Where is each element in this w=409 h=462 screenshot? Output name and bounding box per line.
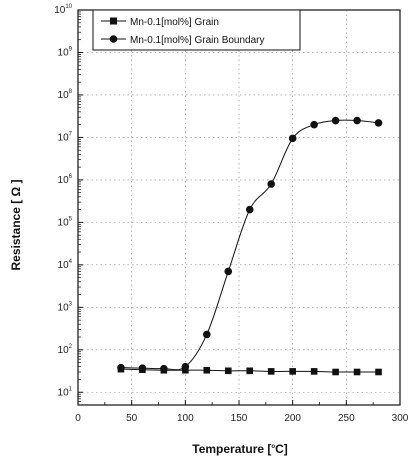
data-point-grain — [332, 368, 339, 376]
legend-label-grain: Mn-0.1[mol%] Grain — [130, 17, 219, 28]
y-tick-label: 105 — [58, 216, 73, 228]
data-point-boundary — [245, 205, 254, 214]
x-tick-label: 0 — [75, 413, 81, 424]
data-point-grain — [375, 368, 382, 376]
ticks: 0 50 100 150 200 250 300 101 102 103 104 105 106 107 1… — [54, 4, 409, 424]
legend: Mn-0.1[mol%] Grain Mn-0.1[mol%] Grain Bo… — [92, 9, 301, 51]
x-tick-label: 50 — [126, 413, 138, 424]
data-point-boundary — [224, 267, 233, 276]
data-point-grain — [224, 367, 232, 375]
data-point-boundary — [288, 134, 297, 143]
curves — [120, 119, 379, 373]
data-point-boundary — [374, 119, 383, 127]
data-point-grain — [267, 368, 275, 375]
y-tick-label: 109 — [58, 46, 73, 58]
data-point-grain — [246, 367, 254, 375]
x-axis-label: Temperature [oC] — [192, 442, 287, 456]
grid — [78, 10, 400, 405]
y-tick-label: 107 — [58, 131, 73, 143]
y-axis-label: Resistance [ Ω ] — [9, 180, 23, 271]
legend-box — [92, 9, 301, 51]
data-point-boundary — [181, 362, 190, 371]
x-tick-label: 250 — [338, 413, 355, 424]
data-point-grain — [353, 368, 361, 376]
x-tick-label: 150 — [231, 413, 248, 424]
y-tick-label: 106 — [58, 174, 73, 186]
data-point-boundary — [203, 330, 211, 339]
data-point-boundary — [160, 364, 168, 373]
y-tick-label: 1010 — [54, 4, 72, 16]
series-line-boundary — [120, 119, 379, 371]
data-point-boundary — [353, 116, 361, 125]
legend-marker-grain — [110, 17, 117, 25]
data-point-grain — [203, 366, 211, 374]
data-point-grain — [289, 368, 296, 375]
x-tick-label: 200 — [284, 413, 301, 424]
data-point-boundary — [267, 180, 276, 188]
data-point-boundary — [138, 364, 147, 372]
y-tick-label: 104 — [58, 259, 73, 271]
y-tick-label: 103 — [58, 301, 73, 313]
data-point-grain — [310, 368, 318, 375]
legend-marker-boundary — [109, 35, 118, 43]
y-tick-label: 102 — [58, 344, 73, 356]
x-tick-label: 300 — [392, 413, 409, 424]
data-point-boundary — [310, 120, 318, 129]
data-point-boundary — [117, 363, 125, 372]
legend-label-boundary: Mn-0.1[mol%] Grain Boundary — [130, 35, 265, 46]
x-tick-label: 100 — [177, 413, 194, 424]
y-tick-label: 108 — [58, 89, 73, 101]
y-tick-label: 101 — [58, 386, 73, 398]
data-point-boundary — [331, 116, 340, 125]
markers — [117, 116, 383, 376]
